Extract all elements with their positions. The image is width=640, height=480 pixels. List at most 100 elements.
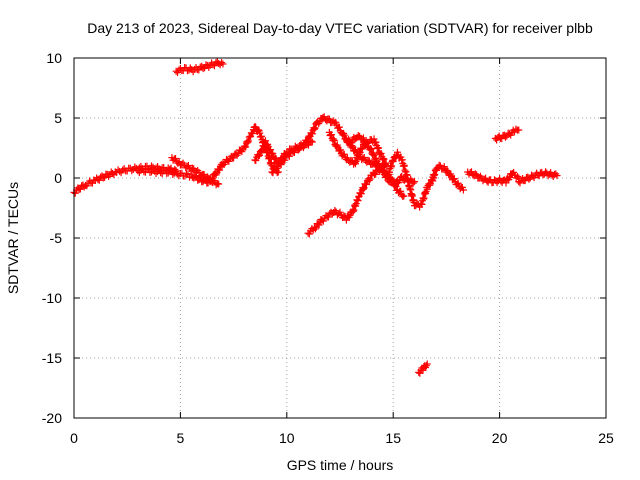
data-point	[263, 142, 271, 150]
data-point	[330, 137, 338, 145]
data-point	[277, 161, 285, 169]
data-point	[515, 126, 523, 134]
series-arc-10	[304, 162, 389, 238]
data-point	[435, 161, 443, 169]
y-axis-label: SDTVAR / TECUs	[5, 182, 21, 294]
data-point	[498, 135, 506, 143]
data-point	[184, 161, 192, 169]
x-axis-label: GPS time / hours	[287, 457, 394, 473]
data-point	[294, 146, 302, 154]
data-point	[315, 221, 323, 229]
data-point	[471, 170, 479, 178]
y-tick-label: -15	[42, 350, 62, 366]
axis-ticks: 0 5 10 15 20 25 10 5 0 -5 -10 -15 -20	[42, 50, 614, 446]
data-point	[363, 139, 371, 147]
data-point	[71, 189, 79, 197]
data-point	[325, 213, 333, 221]
data-point	[372, 138, 380, 146]
data-point	[157, 169, 165, 177]
data-point	[398, 172, 406, 180]
data-point	[327, 131, 335, 139]
data-point	[273, 164, 281, 172]
data-point	[525, 175, 533, 183]
data-points	[70, 58, 561, 377]
data-point	[336, 208, 344, 216]
data-point	[328, 210, 336, 218]
data-point	[148, 162, 156, 170]
x-tick-label: 15	[385, 430, 401, 446]
data-point	[204, 173, 212, 181]
data-point	[219, 60, 227, 68]
data-point	[367, 145, 375, 153]
data-point	[230, 154, 238, 162]
data-point	[552, 170, 560, 178]
data-point	[257, 146, 265, 154]
data-point	[95, 176, 103, 184]
data-point	[116, 167, 124, 175]
data-point	[381, 162, 389, 170]
data-point	[400, 192, 408, 200]
data-point	[319, 217, 327, 225]
data-point	[154, 168, 162, 176]
series-arc-5	[268, 137, 316, 177]
data-point	[369, 151, 377, 159]
data-point	[315, 119, 323, 127]
grid	[74, 58, 606, 418]
data-point	[366, 175, 374, 183]
data-point	[149, 166, 157, 174]
data-point	[332, 118, 340, 126]
data-point	[305, 230, 313, 238]
data-point	[380, 155, 388, 163]
data-point	[269, 149, 277, 157]
data-point	[170, 169, 178, 177]
y-tick-label: -10	[42, 290, 62, 306]
data-point	[225, 157, 233, 165]
data-point	[360, 154, 368, 162]
data-point	[359, 134, 367, 142]
series-arc-9	[385, 148, 438, 211]
data-point	[423, 360, 431, 368]
data-point	[428, 177, 436, 185]
data-point	[119, 166, 127, 174]
data-point	[308, 130, 316, 138]
series-arc-11	[428, 161, 467, 194]
data-point	[333, 142, 341, 150]
data-point	[255, 152, 263, 160]
data-point	[172, 155, 180, 163]
data-point	[365, 157, 373, 165]
series-arc-3	[168, 154, 223, 189]
data-point	[76, 185, 84, 193]
data-point	[166, 166, 174, 174]
data-point	[262, 137, 270, 145]
data-point	[372, 154, 380, 162]
data-point	[242, 143, 250, 151]
data-point	[423, 185, 431, 193]
data-point	[416, 369, 424, 377]
data-point	[281, 156, 289, 164]
series-arc-13	[515, 168, 561, 187]
data-point	[513, 172, 521, 180]
data-point	[335, 123, 343, 131]
x-tick-label: 10	[279, 430, 295, 446]
data-point	[200, 171, 208, 179]
data-point	[216, 166, 224, 174]
x-tick-label: 20	[492, 430, 508, 446]
data-point	[443, 166, 451, 174]
data-point	[357, 145, 365, 153]
data-point	[375, 144, 383, 152]
data-point	[146, 169, 154, 177]
series-arc-14	[172, 58, 227, 77]
y-tick-label: -20	[42, 410, 62, 426]
data-point	[308, 138, 316, 146]
data-point	[422, 362, 430, 370]
data-point	[397, 187, 405, 195]
data-point	[354, 131, 362, 139]
data-point	[233, 151, 241, 159]
data-point	[348, 139, 356, 147]
data-point	[195, 66, 203, 74]
data-point	[450, 175, 458, 183]
data-point	[266, 146, 274, 154]
data-point	[377, 150, 385, 158]
data-point	[137, 166, 145, 174]
data-point	[367, 145, 375, 153]
